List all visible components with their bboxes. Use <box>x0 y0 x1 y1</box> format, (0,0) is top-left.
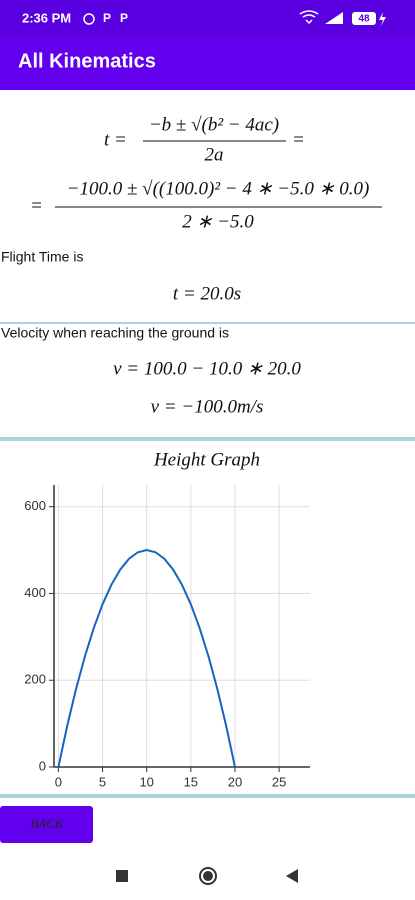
formula-rhs: = <box>292 129 305 150</box>
formula-lhs: = <box>30 195 43 216</box>
formula-numerator: −b ± √(b² − 4ac) <box>149 114 279 135</box>
status-bar <box>0 0 415 36</box>
wifi-icon <box>299 10 319 25</box>
formula-numerator: −100.0 ± √((100.0)² − 4 ∗ −5.0 ∗ 0.0) <box>67 178 370 199</box>
y-tick-label: 400 <box>24 585 46 600</box>
velocity-label: Velocity when reaching the ground is <box>1 325 229 341</box>
x-tick-label: 20 <box>228 774 242 789</box>
y-tick-label: 0 <box>39 758 46 773</box>
back-button-label[interactable]: BACK <box>30 816 65 831</box>
back-button[interactable] <box>0 806 93 843</box>
y-tick-label: 200 <box>24 672 46 687</box>
nav-home[interactable] <box>199 867 217 885</box>
signal-icon <box>325 12 343 24</box>
app-title: All Kinematics <box>18 50 156 72</box>
formula-lhs: t = <box>104 129 127 150</box>
flight-time-label: Flight Time is <box>1 249 83 265</box>
x-tick-label: 5 <box>99 774 106 789</box>
nav-home-dot <box>203 871 213 881</box>
battery-level: 48 <box>358 14 370 25</box>
divider <box>0 437 415 441</box>
charging-icon <box>379 12 386 26</box>
app-bar <box>0 36 415 90</box>
y-tick-label: 600 <box>24 498 46 513</box>
formula-denominator: 2a <box>205 144 224 165</box>
divider <box>0 794 415 798</box>
x-tick-label: 0 <box>55 774 62 789</box>
chart: 0 200 400 600 0 5 10 15 20 25 <box>24 485 310 789</box>
alarm-icon <box>83 13 95 25</box>
status-time: 2:36 PM <box>22 10 71 25</box>
x-tick-label: 15 <box>184 774 198 789</box>
x-tick-label: 10 <box>139 774 153 789</box>
flight-time-result: t = 20.0s <box>173 283 241 304</box>
x-tick-label: 25 <box>272 774 286 789</box>
height-line <box>57 549 236 768</box>
nav-back[interactable] <box>286 869 298 883</box>
app-icon: P <box>120 11 128 25</box>
velocity-result: v = −100.0m/s <box>151 396 264 417</box>
nav-recents[interactable] <box>116 870 128 882</box>
battery-icon <box>352 12 376 25</box>
divider <box>0 322 415 324</box>
formula-denominator: 2 ∗ −5.0 <box>182 211 254 232</box>
velocity-equation: v = 100.0 − 10.0 ∗ 20.0 <box>113 358 301 379</box>
chart-title: Height Graph <box>153 449 260 470</box>
app-icon: P <box>103 11 111 25</box>
